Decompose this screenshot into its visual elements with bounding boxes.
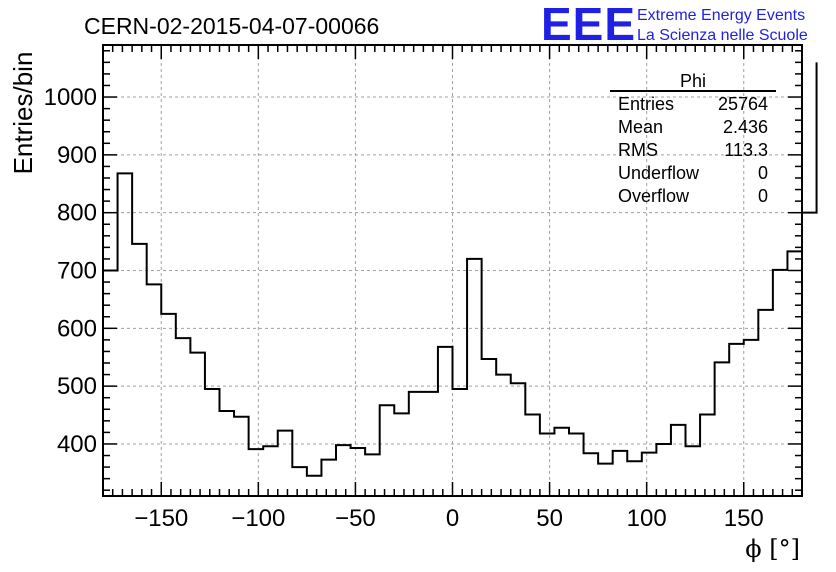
x-tick-label: −150 xyxy=(134,505,188,532)
stats-row-value: 25764 xyxy=(718,94,768,114)
x-tick-label: 50 xyxy=(536,505,563,532)
stats-row-value: 0 xyxy=(758,186,768,206)
x-tick-label: 100 xyxy=(627,505,667,532)
stats-row-label: Mean xyxy=(618,117,663,137)
grid-lines xyxy=(103,45,802,496)
histogram-series xyxy=(103,62,818,477)
y-tick-labels: 400 500 600 700 800 900 1000 xyxy=(44,84,97,458)
logo-line-2: La Scienza nelle Scuole xyxy=(637,27,808,44)
stats-row-label: Entries xyxy=(618,94,674,114)
y-tick-label: 500 xyxy=(57,373,97,400)
stats-row-value: 113.3 xyxy=(724,140,768,160)
stats-title: Phi xyxy=(680,71,706,91)
x-tick-labels: −150 −100 −50 0 50 100 150 xyxy=(134,505,764,532)
y-tick-label: 1000 xyxy=(44,84,97,111)
stats-row-value: 0 xyxy=(758,163,768,183)
y-tick-label: 700 xyxy=(57,258,97,285)
stats-rows: Entries 25764 Mean 2.436 RMS 113.3 Underflow 0 O… xyxy=(618,94,768,206)
axis-ticks xyxy=(103,45,802,496)
y-tick-label: 800 xyxy=(57,200,97,227)
x-axis-label: ϕ [°] xyxy=(745,535,800,563)
y-tick-label: 900 xyxy=(57,142,97,169)
stats-row-value: 2.436 xyxy=(723,117,768,137)
eee-logo: EEE Extreme Energy Events La Scienza nel… xyxy=(541,0,808,50)
logo-line-1: Extreme Energy Events xyxy=(637,7,805,24)
y-tick-label: 400 xyxy=(57,431,97,458)
chart-title: CERN-02-2015-04-07-00066 xyxy=(84,13,379,39)
x-tick-label: −100 xyxy=(231,505,285,532)
stats-box: Phi Entries 25764 Mean 2.436 RMS 113.3 Underfl… xyxy=(610,71,776,206)
y-tick-label: 600 xyxy=(57,315,97,342)
logo-mark: EEE xyxy=(541,0,636,50)
x-tick-label: 0 xyxy=(446,505,459,532)
stats-row-label: RMS xyxy=(618,140,658,160)
stats-row-label: Underflow xyxy=(618,163,700,183)
x-tick-label: −50 xyxy=(335,505,376,532)
y-axis-label: Entries/bin xyxy=(8,52,38,175)
stats-row-label: Overflow xyxy=(618,186,690,206)
x-tick-label: 150 xyxy=(724,505,764,532)
